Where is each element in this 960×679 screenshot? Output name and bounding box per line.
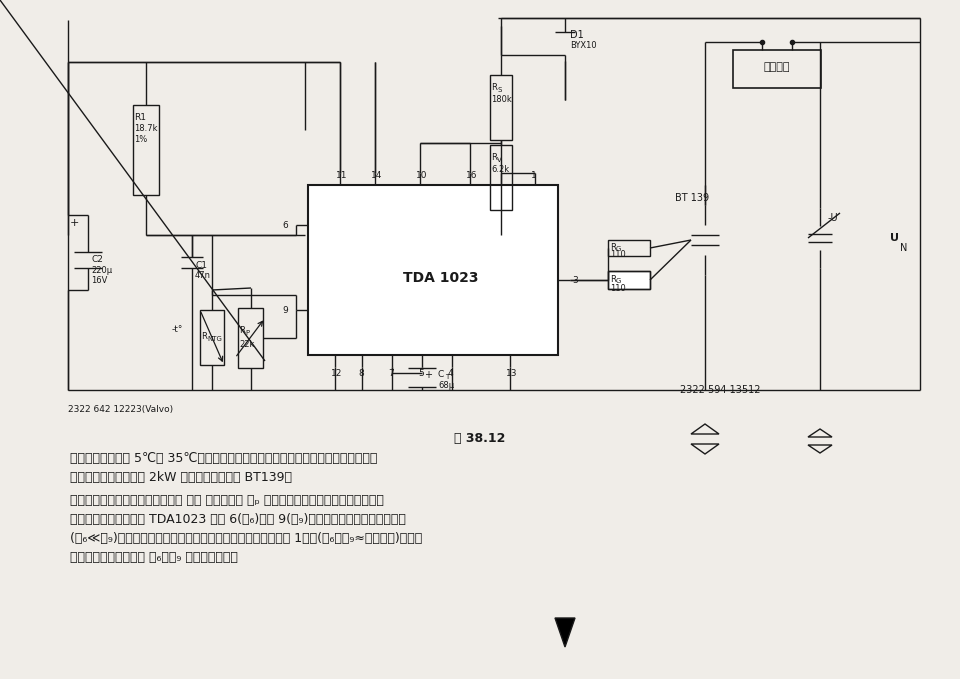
Text: 8: 8 [358, 369, 364, 378]
Text: C: C [438, 370, 444, 379]
Text: 7: 7 [388, 369, 394, 378]
Text: 的晶闸管，这里适用于 2kW 功率，晶闸管采用 BT139。: 的晶闸管，这里适用于 2kW 功率，晶闸管采用 BT139。 [70, 471, 292, 484]
Text: R: R [610, 275, 616, 284]
Text: 温度调节采用热敏电阵和电阵 Ｒ１ 以及电位器 Ｒₚ 构成的桥路。实际电压值和给定电压: 温度调节采用热敏电阵和电阵 Ｒ１ 以及电位器 Ｒₚ 构成的桥路。实际电压值和给定… [70, 494, 384, 507]
Bar [238, 308, 263, 368]
Bar [133, 105, 159, 195]
Text: C2: C2 [91, 255, 103, 264]
Text: G: G [616, 246, 621, 252]
Text: 11: 11 [336, 171, 348, 180]
Bar [200, 310, 224, 365]
Text: R: R [491, 153, 497, 162]
Text: V: V [497, 157, 502, 163]
Text: 图 38.12: 图 38.12 [454, 432, 506, 445]
Text: 5: 5 [418, 369, 423, 378]
Text: R: R [491, 83, 497, 92]
Text: -t°: -t° [172, 325, 183, 334]
Text: 16V: 16V [91, 276, 108, 285]
Text: N: N [900, 243, 907, 253]
Text: BT 139: BT 139 [675, 193, 709, 203]
Text: 180k: 180k [491, 95, 512, 104]
Text: U: U [890, 233, 899, 243]
Bar [608, 271, 650, 289]
Text: R: R [239, 326, 245, 335]
Text: R: R [610, 243, 616, 252]
Text: D1: D1 [570, 30, 584, 40]
Text: 值分别加在集成触发器 TDA1023 的脚 6(Ｕ₆)和脚 9(Ｕ₉)上。如果室温远低于给定温度: 值分别加在集成触发器 TDA1023 的脚 6(Ｕ₆)和脚 9(Ｕ₉)上。如果室… [70, 513, 406, 526]
Text: 110: 110 [610, 250, 626, 259]
Text: 现比例调节。此时差值 Ｕ₆－Ｕ₉ 将决定占空比。: 现比例调节。此时差值 Ｕ₆－Ｕ₉ 将决定占空比。 [70, 551, 238, 564]
Text: T: T [445, 374, 449, 380]
Text: (Ｕ₆≪Ｕ₉)，则加温器以全功率工作。如果室温与给定温度相差 1Ｋ，(Ｕ₆－Ｕ₉≈８０ｭＶ)，则实: (Ｕ₆≪Ｕ₉)，则加温器以全功率工作。如果室温与给定温度相差 1Ｋ，(Ｕ₆－Ｕ₉… [70, 532, 422, 545]
Bar [733, 50, 821, 88]
Text: 9: 9 [282, 306, 288, 315]
Text: 220μ: 220μ [91, 266, 112, 275]
Text: 2322 642 12223(Valvo): 2322 642 12223(Valvo) [68, 405, 173, 414]
Text: 14: 14 [371, 171, 382, 180]
Text: 110: 110 [610, 284, 626, 293]
Text: P: P [245, 330, 250, 336]
Text: TDA 1023: TDA 1023 [403, 271, 478, 285]
Text: 该电路可用于控制 5℃至 35℃的室内温度或其他加热设备。最大加热功率取决于所用: 该电路可用于控制 5℃至 35℃的室内温度或其他加热设备。最大加热功率取决于所用 [70, 452, 377, 465]
Text: 68μ: 68μ [438, 381, 454, 390]
Text: -U: -U [828, 213, 839, 223]
Text: +: + [424, 370, 432, 380]
Text: S: S [497, 87, 501, 93]
Text: 10: 10 [416, 171, 427, 180]
Text: +: + [70, 218, 80, 228]
Text: BYX10: BYX10 [570, 41, 596, 50]
Text: R1: R1 [134, 113, 146, 122]
Text: R: R [201, 332, 206, 341]
Text: 2322 594 13512: 2322 594 13512 [680, 385, 760, 395]
Text: 12: 12 [331, 369, 343, 378]
Text: 13: 13 [506, 369, 517, 378]
Bar [490, 145, 512, 210]
Text: 47n: 47n [195, 271, 211, 280]
Bar [608, 240, 650, 256]
Text: 1: 1 [531, 171, 537, 180]
Bar [308, 185, 558, 355]
Bar [490, 75, 512, 140]
Text: 16: 16 [466, 171, 477, 180]
Text: NTG: NTG [207, 336, 222, 342]
Polygon shape [555, 618, 575, 647]
Text: 3: 3 [572, 276, 578, 285]
Text: 18.7k: 18.7k [134, 124, 157, 133]
Text: 4: 4 [448, 369, 454, 378]
Text: 22k: 22k [239, 340, 254, 349]
Text: 6: 6 [282, 221, 288, 230]
Text: 1%: 1% [134, 135, 147, 144]
Bar [608, 271, 650, 289]
Text: 6.2k: 6.2k [491, 165, 509, 174]
Text: G: G [616, 278, 621, 284]
Text: C1: C1 [195, 261, 207, 270]
Text: 加热设备: 加热设备 [764, 62, 790, 72]
